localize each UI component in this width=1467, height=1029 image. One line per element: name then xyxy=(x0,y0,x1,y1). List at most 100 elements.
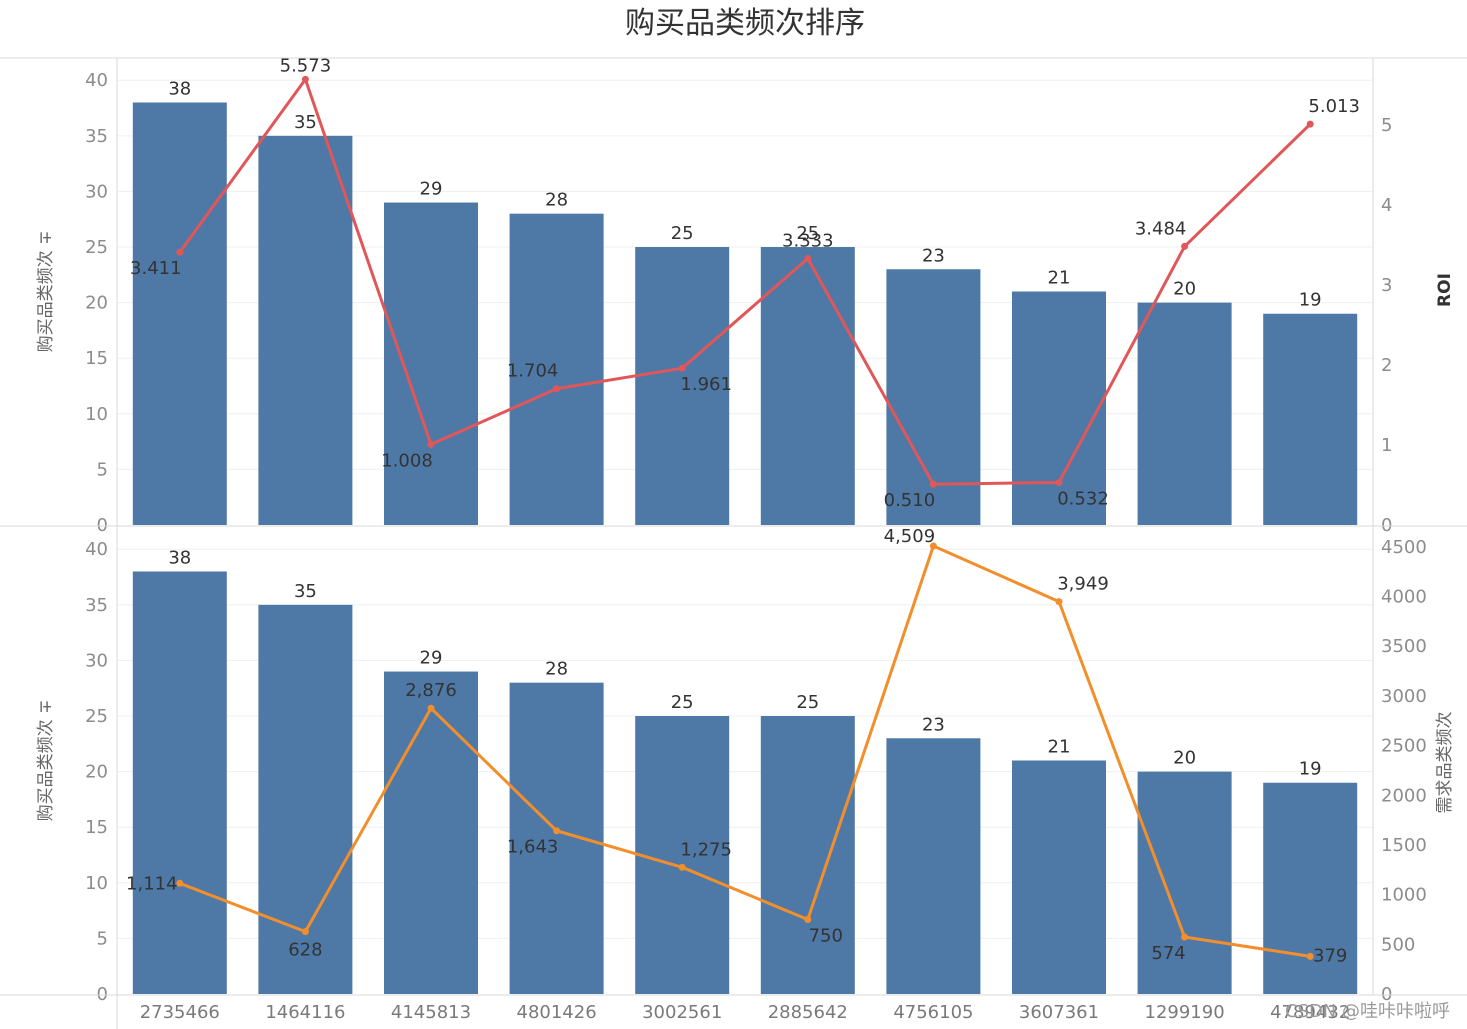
y2-tick-label: 5 xyxy=(1381,115,1392,136)
line-point xyxy=(1306,952,1314,960)
y2-tick-label: 1 xyxy=(1381,435,1392,456)
bar xyxy=(886,738,981,994)
bar-value-label: 29 xyxy=(420,648,443,669)
line-value-label: 0.510 xyxy=(884,490,936,511)
y2-tick-label: 2500 xyxy=(1381,736,1427,757)
line-point xyxy=(1181,933,1189,941)
x-tick-label: 1299190 xyxy=(1145,1002,1225,1023)
y2-tick-label: 1000 xyxy=(1381,885,1427,906)
y-tick-label: 15 xyxy=(85,348,108,369)
y-tick-label: 25 xyxy=(85,237,108,258)
line-point xyxy=(301,75,309,83)
y2-tick-label: 4 xyxy=(1381,195,1392,216)
bar-value-label: 25 xyxy=(671,692,694,713)
line-value-label: 1.961 xyxy=(680,374,732,395)
x-axis: 2735466 1464116 4145813 4801426 3002561 28856… xyxy=(140,1002,1351,1023)
x-tick-label: 3002561 xyxy=(642,1002,722,1023)
x-tick-label: 3607361 xyxy=(1019,1002,1099,1023)
bar-value-label: 19 xyxy=(1299,290,1322,311)
bar-value-label: 23 xyxy=(922,245,945,266)
y-axis-title: 购买品类频次 ∓ xyxy=(36,700,56,822)
chart-title: 购买品类频次排序 xyxy=(625,6,865,41)
y2-tick-label: 2000 xyxy=(1381,785,1427,806)
line-point xyxy=(1306,120,1314,128)
y2-axis-title: ROI xyxy=(1435,273,1455,307)
line-value-label: 5.573 xyxy=(280,55,332,76)
bar-value-label: 25 xyxy=(671,223,694,244)
line-value-label: 3.484 xyxy=(1135,218,1187,239)
y-tick-label: 30 xyxy=(85,181,108,202)
x-tick-label: 2885642 xyxy=(768,1002,848,1023)
bar xyxy=(1137,771,1232,994)
y-tick-label: 10 xyxy=(85,873,108,894)
line-point xyxy=(804,254,812,262)
y2-tick-label: 500 xyxy=(1381,934,1415,955)
x-tick-label: 1464116 xyxy=(265,1002,345,1023)
y-tick-label: 40 xyxy=(85,539,108,560)
y2-tick-label: 3500 xyxy=(1381,636,1427,657)
line-value-label: 4,509 xyxy=(884,526,936,547)
bar xyxy=(258,604,353,994)
line-value-label: 0.532 xyxy=(1057,488,1109,509)
line-point xyxy=(929,480,937,488)
bar xyxy=(1012,291,1106,525)
bar-value-label: 35 xyxy=(294,581,317,602)
bar xyxy=(635,247,730,525)
y2-tick-label: 4000 xyxy=(1381,587,1427,608)
bar-value-label: 25 xyxy=(796,223,819,244)
bar-value-label: 19 xyxy=(1299,759,1322,780)
line-point xyxy=(176,879,184,887)
line-point xyxy=(1055,478,1063,486)
bar-value-label: 20 xyxy=(1173,748,1196,769)
bar xyxy=(509,213,604,525)
line-value-label: 3.411 xyxy=(130,258,182,279)
x-tick-label: 4145813 xyxy=(391,1002,471,1023)
bar xyxy=(132,571,227,994)
bar-value-label: 25 xyxy=(796,692,819,713)
y2-tick-label: 3000 xyxy=(1381,686,1427,707)
bar-value-label: 23 xyxy=(922,714,945,735)
line-value-label: 2,876 xyxy=(405,680,457,701)
y2-tick-label: 2 xyxy=(1381,355,1392,376)
bar-value-label: 38 xyxy=(168,78,191,99)
line-value-label: 574 xyxy=(1151,943,1185,964)
bar xyxy=(635,716,730,994)
y-tick-label: 15 xyxy=(85,817,108,838)
y-tick-label: 40 xyxy=(85,70,108,91)
line-value-label: 1,114 xyxy=(126,873,178,894)
bar xyxy=(384,202,478,526)
bar xyxy=(1012,760,1106,994)
line-value-label: 5.013 xyxy=(1308,96,1360,117)
bar xyxy=(258,135,353,526)
y-tick-label: 5 xyxy=(97,459,108,480)
line-value-label: 1.008 xyxy=(381,450,433,471)
line-point xyxy=(176,248,184,256)
bar-value-label: 28 xyxy=(545,659,568,680)
y2-axis-title: 需求品类频次 xyxy=(1435,712,1455,814)
line-point xyxy=(553,827,561,835)
line-point xyxy=(427,440,435,448)
y2-tick-label: 3 xyxy=(1381,275,1392,296)
series-line xyxy=(179,544,1311,958)
y-tick-label: 20 xyxy=(85,762,108,783)
line-value-label: 1.704 xyxy=(507,361,559,382)
bar-value-label: 21 xyxy=(1048,737,1071,758)
line-value-label: 3.333 xyxy=(782,230,834,251)
line-value-label: 628 xyxy=(288,940,322,961)
line-value-label: 3,949 xyxy=(1057,574,1109,595)
bar xyxy=(760,247,855,525)
y-tick-label: 10 xyxy=(85,404,108,425)
bar-value-label: 21 xyxy=(1048,268,1071,289)
bar-value-label: 28 xyxy=(545,190,568,211)
line-value-label: 379 xyxy=(1313,945,1347,966)
bar xyxy=(1263,313,1358,525)
bar-value-label: 38 xyxy=(168,547,191,568)
bar xyxy=(760,716,855,994)
y-tick-label: 35 xyxy=(85,595,108,616)
watermark-text: CSDN @哇咔咔啦呼 xyxy=(1285,1001,1450,1022)
x-tick-label: 4801426 xyxy=(517,1002,597,1023)
y-tick-label: 25 xyxy=(85,706,108,727)
y-tick-label: 5 xyxy=(97,928,108,949)
y-tick-label: 30 xyxy=(85,650,108,671)
